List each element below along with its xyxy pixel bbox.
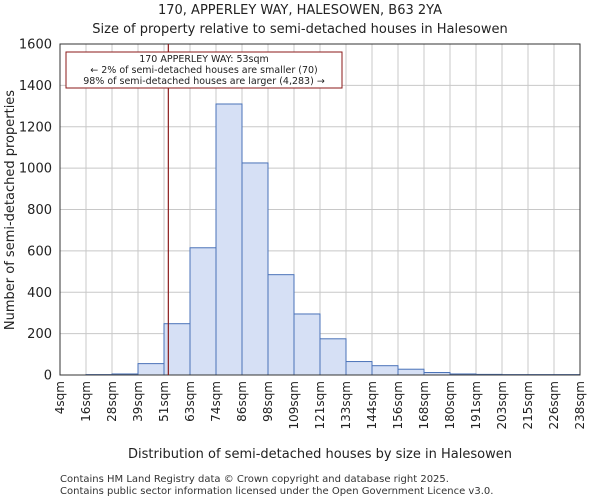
- y-tick-label: 1000: [19, 162, 52, 177]
- annotation-frame: [65, 51, 343, 89]
- y-tick-label: 200: [27, 327, 52, 342]
- x-tick-label: 86sqm: [235, 381, 249, 422]
- x-tick-label: 180sqm: [443, 381, 457, 429]
- annotation-box: 170 APPERLEY WAY: 53sqm ← 2% of semi-det…: [65, 51, 343, 89]
- x-tick-label: 39sqm: [131, 381, 145, 422]
- bar-86sqm: [241, 162, 269, 376]
- annotation-line1: 170 APPERLEY WAY: 53sqm: [139, 54, 269, 65]
- x-tick-label: 226sqm: [547, 381, 561, 429]
- x-tick-label: 168sqm: [417, 381, 431, 429]
- bar-39sqm: [137, 363, 165, 376]
- bars-group: [85, 103, 581, 376]
- x-tick-label: 121sqm: [313, 381, 327, 429]
- bar-63sqm: [189, 247, 217, 376]
- x-tick-label: 133sqm: [339, 381, 353, 429]
- y-tick-label: 800: [27, 203, 52, 218]
- y-tick-label: 0: [44, 369, 52, 384]
- x-tick-label: 203sqm: [495, 381, 509, 429]
- x-tick-label: 109sqm: [287, 381, 301, 429]
- plot-frame: [59, 43, 581, 376]
- annotation-line3: 98% of semi-detached houses are larger (…: [83, 76, 325, 87]
- y-tick-label: 600: [27, 244, 52, 259]
- chart-title-line2: Size of property relative to semi-detach…: [92, 22, 507, 37]
- y-tick-label: 1200: [19, 120, 52, 135]
- x-tick-label: 51sqm: [157, 381, 171, 422]
- x-tick-label: 4sqm: [53, 381, 67, 414]
- x-tick-label: 144sqm: [365, 381, 379, 429]
- annotation-line2: ← 2% of semi-detached houses are smaller…: [90, 65, 318, 76]
- x-tick-labels: 4sqm 16sqm 28sqm 39sqm 51sqm 63sqm 74sqm 86sqm 9…: [53, 381, 587, 429]
- footer-line1: Contains HM Land Registry data © Crown c…: [60, 474, 449, 485]
- y-axis-label: Number of semi-detached properties: [3, 90, 18, 330]
- x-tick-label: 63sqm: [183, 381, 197, 422]
- bar-156sqm: [397, 368, 425, 376]
- x-axis-label: Distribution of semi-detached houses by …: [128, 447, 512, 462]
- x-tick-label: 215sqm: [521, 381, 535, 429]
- x-tick-label: 191sqm: [469, 381, 483, 429]
- x-tick-label: 74sqm: [209, 381, 223, 422]
- x-tick-label: 16sqm: [79, 381, 93, 422]
- y-tick-labels: 0 200 400 600 800 1000 1200 1400 1600: [19, 38, 52, 384]
- x-tick-label: 98sqm: [261, 381, 275, 422]
- bar-109sqm: [293, 313, 321, 376]
- footer-line2: Contains public sector information licen…: [60, 486, 493, 497]
- x-tick-label: 238sqm: [573, 381, 587, 429]
- bar-133sqm: [345, 361, 373, 376]
- bar-144sqm: [371, 365, 399, 376]
- y-tick-label: 1600: [19, 38, 52, 53]
- y-tick-label: 400: [27, 286, 52, 301]
- bar-121sqm: [319, 338, 347, 376]
- chart-title-line1: 170, APPERLEY WAY, HALESOWEN, B63 2YA: [158, 3, 442, 18]
- y-tick-label: 1400: [19, 79, 52, 94]
- x-tick-label: 28sqm: [105, 381, 119, 422]
- bar-98sqm: [267, 274, 295, 376]
- x-tick-label: 156sqm: [391, 381, 405, 429]
- bar-74sqm: [215, 103, 243, 376]
